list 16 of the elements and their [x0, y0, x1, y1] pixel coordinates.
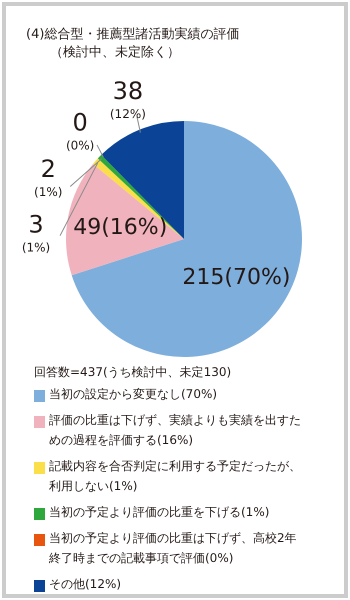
legend-label: 評価の比重は下げず、実績よりも実績を出すための過程を評価する(16%) — [49, 413, 301, 447]
legend-label: その他(12%) — [49, 577, 122, 591]
data-label: 3(1%) — [22, 210, 50, 254]
legend-label: 当初の設定から変更なし(70%) — [49, 387, 218, 401]
data-label: 49(16%) — [73, 214, 168, 240]
legend-label: 当初の予定より評価の比重は下げず、高校2年終了時までの記載事項で評価(0%) — [48, 531, 297, 565]
legend-label: 当初の予定より評価の比重を下げる(1%) — [49, 505, 270, 519]
chart-title: (4)総合型・推薦型諸活動実績の評価 — [26, 26, 240, 42]
data-label: 215(70%) — [182, 265, 290, 290]
text: 0(0%) — [66, 108, 94, 153]
legend-label: 記載内容を合否判定に利用する予定だったが、利用しない(1%) — [49, 459, 301, 493]
text: 回答数=437(うち検討中、未定130) — [34, 365, 232, 379]
data-label: 38(12%) — [110, 77, 146, 122]
data-label: 2(1%) — [34, 155, 62, 200]
chart-subtitle: （検討中、未定除く） — [50, 45, 180, 60]
pie-slice — [66, 164, 184, 276]
